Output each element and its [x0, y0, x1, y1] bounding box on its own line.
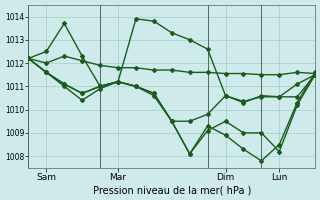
X-axis label: Pression niveau de la mer( hPa ): Pression niveau de la mer( hPa ): [92, 185, 251, 195]
